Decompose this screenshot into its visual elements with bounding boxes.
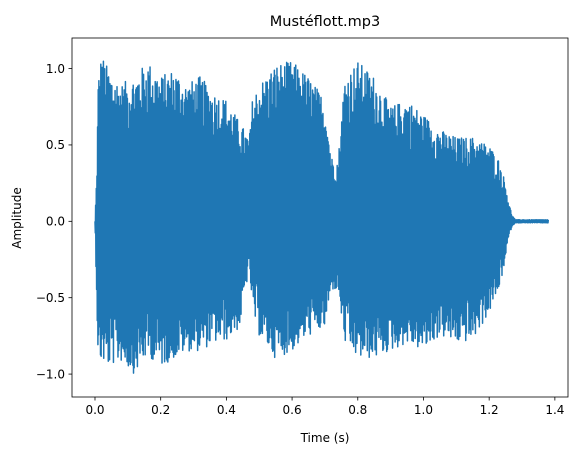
x-tick-label: 1.4 <box>545 403 564 417</box>
x-tick-label: 0.2 <box>151 403 170 417</box>
x-tick-label: 1.2 <box>480 403 499 417</box>
y-tick-label: 1.0 <box>46 62 65 76</box>
chart-title: Mustéflott.mp3 <box>270 14 380 30</box>
x-tick-label: 0.8 <box>348 403 367 417</box>
y-tick-label: −1.0 <box>36 367 65 381</box>
plot-area <box>94 60 550 374</box>
x-tick-label: 0.4 <box>217 403 236 417</box>
axes-frame <box>71 37 569 398</box>
y-tick-label: 0.0 <box>46 215 65 229</box>
x-tick-label: 0.6 <box>283 403 302 417</box>
waveform-line <box>94 60 550 374</box>
x-tick-label: 0.0 <box>85 403 104 417</box>
y-tick-label: −0.5 <box>36 291 65 305</box>
x-axis-label: Time (s) <box>300 431 350 445</box>
y-axis-label: Amplitude <box>10 187 24 249</box>
y-tick-label: 0.5 <box>46 138 65 152</box>
axes: 0.0 0.2 0.4 0.6 0.8 1.0 1.2 1.4 −1.0 −0.5 0.0 0.5 1.… <box>36 37 569 417</box>
x-tick-label: 1.0 <box>414 403 433 417</box>
